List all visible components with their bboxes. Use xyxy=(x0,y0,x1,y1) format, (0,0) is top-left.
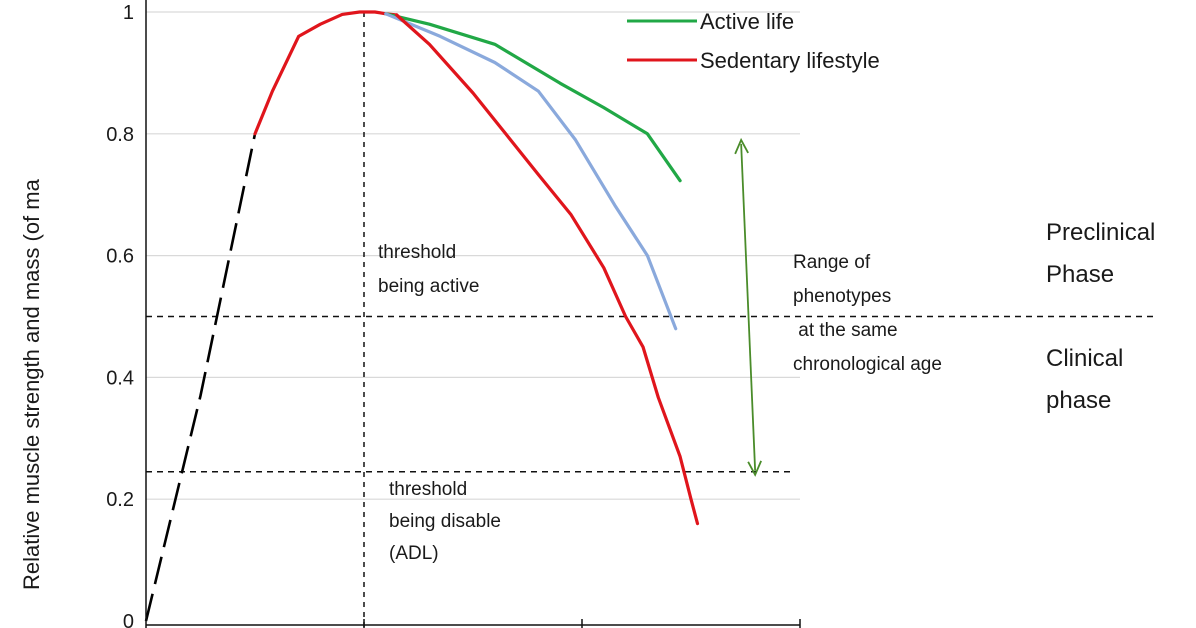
threshold-active-label: threshold being active xyxy=(378,242,479,297)
y-tick-label: 0.2 xyxy=(106,489,134,511)
range-line-4: chronological age xyxy=(793,354,942,375)
preclinical-line-1: Preclinical xyxy=(1046,219,1155,246)
threshold-disable-line-2: being disable xyxy=(389,511,501,532)
range-arrow xyxy=(734,137,762,477)
threshold-disable-label: threshold being disable (ADL) xyxy=(389,479,506,564)
clinical-line-2: phase xyxy=(1046,387,1111,414)
clinical-line-1: Clinical xyxy=(1046,345,1123,372)
range-arrow-shaft xyxy=(740,143,757,471)
clinical-phase-label: Clinical phase xyxy=(1046,345,1130,414)
threshold-active-line-1: threshold xyxy=(378,242,456,263)
legend-label-active: Active life xyxy=(700,9,794,34)
series-active xyxy=(384,12,682,183)
threshold-active-line-2: being active xyxy=(378,276,479,297)
series-sedentary xyxy=(395,13,700,526)
y-tick-labels: 0 0.2 0.4 0.6 0.8 1 xyxy=(106,2,134,628)
threshold-disable-line-1: threshold xyxy=(389,479,467,500)
range-line-2: phenotypes xyxy=(793,286,891,307)
y-tick-label: 0 xyxy=(123,611,134,628)
series-early-growth xyxy=(144,133,257,622)
threshold-disable-line-3: (ADL) xyxy=(389,543,439,564)
reference-lines xyxy=(146,12,1155,628)
range-arrow-head-top xyxy=(734,137,749,155)
legend: Active life Sedentary lifestyle xyxy=(627,9,880,73)
grid-lines xyxy=(146,11,800,500)
y-tick-label: 0.8 xyxy=(106,124,134,146)
preclinical-line-2: Phase xyxy=(1046,261,1114,288)
range-line-3: at the same xyxy=(793,320,898,341)
range-of-phenotypes-label: Range of phenotypes at the same chronolo… xyxy=(793,252,958,375)
y-axis-label: Relative muscle strength and mass (of ma xyxy=(19,178,44,590)
preclinical-phase-label: Preclinical Phase xyxy=(1046,219,1162,288)
range-arrow-head-bottom xyxy=(747,460,762,477)
y-tick-label: 0.6 xyxy=(106,246,134,268)
series-blue xyxy=(384,12,678,331)
series-lines xyxy=(144,10,700,622)
series-rise xyxy=(253,10,399,136)
y-tick-label: 0.4 xyxy=(106,367,134,389)
y-tick-label: 1 xyxy=(123,2,134,24)
range-line-1: Range of xyxy=(793,252,871,273)
legend-label-sedentary: Sedentary lifestyle xyxy=(700,48,880,73)
